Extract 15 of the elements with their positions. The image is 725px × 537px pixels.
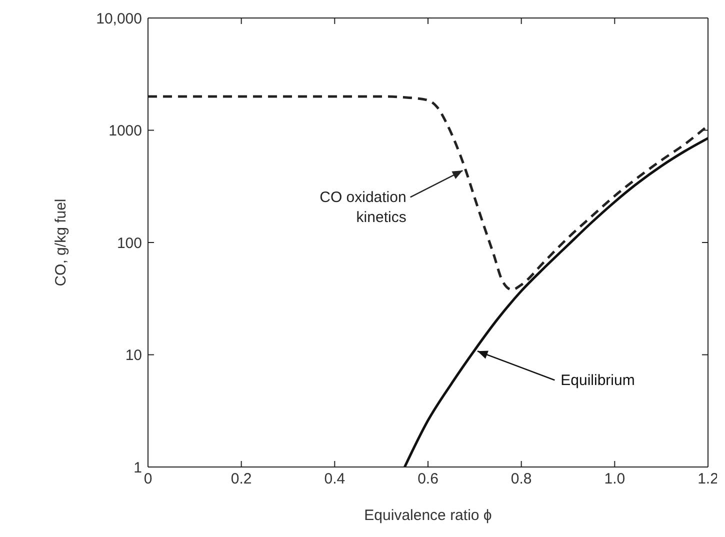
y-axis-title: CO, g/kg fuel [52,198,70,286]
x-tick-label: 1.0 [604,470,626,488]
x-tick-label: 0.4 [324,470,346,488]
x-tick-label: 0.6 [418,470,438,488]
x-tick-label: 0 [144,470,152,488]
x-tick-label: 0.2 [230,470,252,488]
x-axis-title: Equivalence ratio ϕ [364,507,492,524]
text: Equilibrium [560,372,635,390]
text: CO oxidation kinetics [320,189,406,226]
y-tick-label: 1 [134,459,142,476]
x-tick-label: 0.8 [510,470,532,488]
y-tick-label: 1000 [108,122,142,140]
y-tick-label: 10 [125,347,142,364]
y-tick-label: 100 [116,234,142,252]
y-tick-label: 10,000 [96,10,142,28]
